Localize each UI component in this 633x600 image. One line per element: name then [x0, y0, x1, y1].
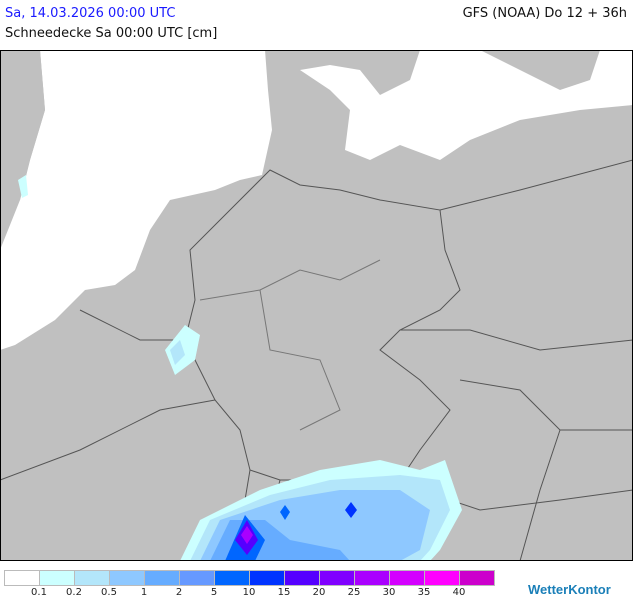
uk-coast — [0, 50, 45, 220]
wetterkontor-logo: WetterKontor — [528, 582, 611, 597]
legend-label: 25 — [347, 587, 361, 598]
legend-swatch — [4, 570, 40, 586]
legend-swatch — [249, 570, 285, 586]
legend-label: 0.1 — [31, 587, 47, 598]
baltic-sea — [300, 50, 633, 160]
legend-swatch — [74, 570, 110, 586]
legend-label: 30 — [382, 587, 396, 598]
legend-label: 20 — [312, 587, 326, 598]
legend-label: 1 — [140, 587, 148, 598]
legend-swatch — [424, 570, 460, 586]
legend-swatch — [354, 570, 390, 586]
forecast-date: Sa, 14.03.2026 00:00 UTC — [5, 6, 176, 21]
legend-swatch — [144, 570, 180, 586]
legend-swatch — [389, 570, 425, 586]
legend-swatch — [459, 570, 495, 586]
legend-label: 2 — [175, 587, 183, 598]
legend-swatch — [179, 570, 215, 586]
legend-label: 15 — [277, 587, 291, 598]
legend-swatch — [319, 570, 355, 586]
legend-label: 0.2 — [66, 587, 82, 598]
legend-swatch — [39, 570, 75, 586]
model-run: GFS (NOAA) Do 12 + 36h — [462, 6, 627, 21]
snow-areas — [18, 175, 462, 561]
legend-swatch — [109, 570, 145, 586]
legend-label: 5 — [210, 587, 218, 598]
legend-label: 40 — [452, 587, 466, 598]
snow-depth-map — [0, 50, 633, 561]
legend-label: 10 — [242, 587, 256, 598]
legend-label: 0.5 — [101, 587, 117, 598]
legend-swatch — [214, 570, 250, 586]
color-legend — [4, 570, 495, 586]
north-sea — [0, 50, 272, 350]
legend-label: 35 — [417, 587, 431, 598]
parameter-title: Schneedecke Sa 00:00 UTC [cm] — [5, 26, 218, 41]
legend-swatch — [284, 570, 320, 586]
